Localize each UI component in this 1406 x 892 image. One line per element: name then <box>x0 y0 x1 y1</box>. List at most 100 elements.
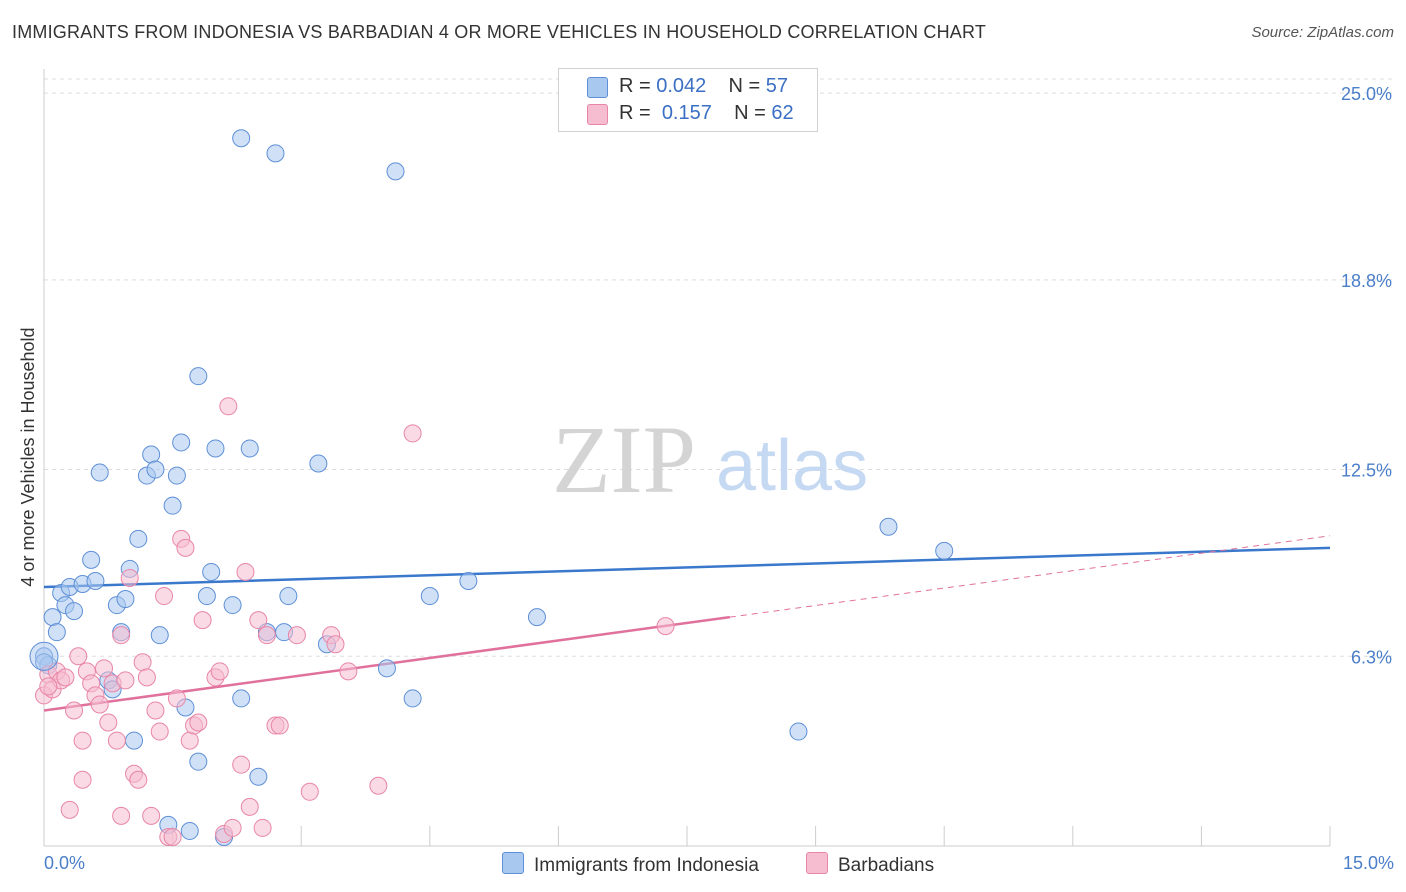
indonesia-point <box>266 144 285 163</box>
indonesia-point <box>116 590 135 609</box>
indonesia-point <box>180 821 199 840</box>
indonesia-point <box>172 433 191 452</box>
indonesia-point <box>240 439 259 458</box>
indonesia-point <box>43 608 62 627</box>
barbadian-point <box>236 562 255 581</box>
indonesia-point <box>223 596 242 615</box>
indonesia-point <box>189 367 208 386</box>
barbadian-point <box>112 806 131 825</box>
barbadian-trend-extension <box>729 535 1331 618</box>
indonesia-point <box>167 466 186 485</box>
barbadian-point <box>326 635 345 654</box>
legend-r-value: 0.157 <box>661 102 712 124</box>
indonesia-point <box>29 641 59 671</box>
indonesia-point <box>403 689 422 708</box>
watermark: ZIP atlas <box>552 406 868 513</box>
barbadian-point <box>656 617 675 636</box>
y-axis-title: 4 or more Vehicles in Household <box>18 327 38 586</box>
barbadian-point <box>180 731 199 750</box>
indonesia-point <box>309 454 328 473</box>
legend-item-barbadians[interactable]: Barbadians <box>806 852 934 877</box>
stats-legend: R = 0.042 N = 57 R = 0.157 N = 62 <box>558 68 818 132</box>
legend-n-value: 57 <box>765 75 789 97</box>
indonesia-point <box>197 587 216 606</box>
indonesia-point <box>789 722 808 741</box>
indonesia-point <box>249 767 268 786</box>
barbadian-point <box>73 731 92 750</box>
barbadian-point <box>403 424 422 443</box>
watermark-atlas: atlas <box>716 426 868 506</box>
legend-item-indonesia[interactable]: Immigrants from Indonesia <box>502 852 759 877</box>
barbadian-point <box>60 800 79 819</box>
barbadian-point <box>90 695 109 714</box>
barbadian-point <box>167 689 186 708</box>
barbadian-point <box>287 626 306 645</box>
legend-swatch-blue <box>587 77 608 98</box>
x-tick-label: 0.0% <box>44 853 85 873</box>
indonesia-point <box>65 602 84 621</box>
barbadian-point <box>210 662 229 681</box>
barbadian-point <box>65 701 84 720</box>
indonesia-point <box>189 752 208 771</box>
barbadian-point <box>107 731 126 750</box>
indonesia-point <box>206 439 225 458</box>
indonesia-point <box>125 731 144 750</box>
barbadian-point <box>176 538 195 557</box>
indonesia-point <box>90 463 109 482</box>
barbadian-point <box>249 611 268 630</box>
barbadian-point <box>120 568 139 587</box>
barbadian-point <box>95 659 114 678</box>
barbadian-point <box>69 647 88 666</box>
indonesia-trend-line <box>43 546 1331 589</box>
legend-r-label: R = <box>619 75 651 97</box>
indonesia-point <box>82 550 101 569</box>
indonesia-point <box>420 587 439 606</box>
legend-r-value: 0.042 <box>656 75 707 97</box>
barbadian-point <box>193 611 212 630</box>
legend-n-value: 62 <box>771 102 794 124</box>
indonesia-point <box>146 460 165 479</box>
barbadian-point <box>73 770 92 789</box>
indonesia-point <box>386 162 405 181</box>
indonesia-point <box>459 571 478 590</box>
y-tick-label: 6.3% <box>1351 647 1392 667</box>
axis-labels: 6.3% 12.5% 18.8% 25.0% 0.0% 15.0% <box>44 84 1394 873</box>
legend-swatch-pink <box>587 104 608 125</box>
barbadian-point <box>223 818 242 837</box>
barbadian-point <box>163 827 182 846</box>
indonesia-point <box>377 659 396 678</box>
indonesia-point <box>129 529 148 548</box>
barbadian-point <box>369 776 388 795</box>
indonesia-point <box>232 129 251 148</box>
barbadian-point <box>339 662 358 681</box>
barbadian-point <box>219 397 238 416</box>
indonesia-point <box>150 626 169 645</box>
indonesia-point <box>86 571 105 590</box>
barbadian-point <box>39 677 58 696</box>
y-tick-label: 12.5% <box>1341 461 1392 481</box>
barbadian-point <box>99 713 118 732</box>
barbadian-point <box>56 668 75 687</box>
legend-swatch-pink <box>806 852 828 874</box>
barbadian-point <box>257 626 276 645</box>
legend-swatch-blue <box>502 852 524 874</box>
barbadian-point <box>150 722 169 741</box>
trend-lines <box>43 535 1331 712</box>
x-tick-label: 15.0% <box>1343 853 1394 873</box>
barbadian-point <box>232 755 251 774</box>
y-tick-label: 18.8% <box>1341 271 1392 291</box>
axes <box>43 69 1331 847</box>
barbadian-point <box>137 668 156 687</box>
data-points <box>29 129 954 846</box>
barbadian-point <box>133 653 152 672</box>
barbadian-point <box>112 626 131 645</box>
legend-r-label: R = <box>619 102 651 124</box>
barbadian-point <box>146 701 165 720</box>
barbadian-point <box>142 806 161 825</box>
chart-title: IMMIGRANTS FROM INDONESIA VS BARBADIAN 4… <box>12 22 987 42</box>
legend-label: Immigrants from Indonesia <box>534 855 759 876</box>
barbadian-point <box>253 818 272 837</box>
legend-label: Barbadians <box>838 855 935 876</box>
legend-n-label: N = <box>728 75 761 97</box>
indonesia-point <box>142 445 161 464</box>
